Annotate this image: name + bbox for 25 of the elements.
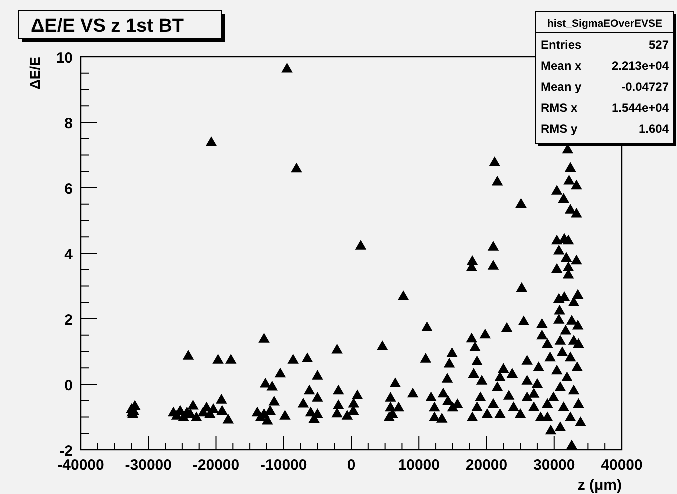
text: Entries 527	[541, 38, 669, 52]
x-tick-label: -40000	[58, 457, 104, 474]
text: Mean y -0.04727	[541, 80, 669, 94]
chart-title: ΔE/E VS z 1st BT	[31, 16, 184, 37]
x-tick-label: 0	[347, 457, 356, 474]
y-tick-label: 8	[64, 116, 73, 132]
x-tick-label: 20000	[466, 457, 508, 474]
y-tick-label: -2	[60, 443, 73, 460]
text: RMS x 1.544e+04	[541, 101, 669, 115]
text: Mean x 2.213e+04	[541, 59, 669, 73]
x-tick-label: -20000	[192, 457, 240, 474]
y-tick-label: 2	[64, 312, 73, 329]
y-tick-label: 10	[56, 50, 73, 67]
x-tick-label: -30000	[125, 457, 172, 474]
x-tick-label: -10000	[260, 457, 308, 474]
y-tick-label: 0	[64, 378, 73, 394]
x-tick-label: 40000	[601, 457, 643, 474]
text: hist_SigmaEOverEVSE	[548, 18, 662, 30]
y-tick-label: 4	[64, 246, 74, 264]
text: RMS y 1.604	[541, 122, 669, 136]
y-axis-title: ΔE/E	[27, 57, 43, 90]
y-tick-label: 6	[64, 181, 73, 198]
x-axis-title: z (μm)	[578, 477, 622, 494]
x-tick-label: 30000	[534, 457, 576, 474]
x-tick-label: 10000	[398, 457, 440, 474]
